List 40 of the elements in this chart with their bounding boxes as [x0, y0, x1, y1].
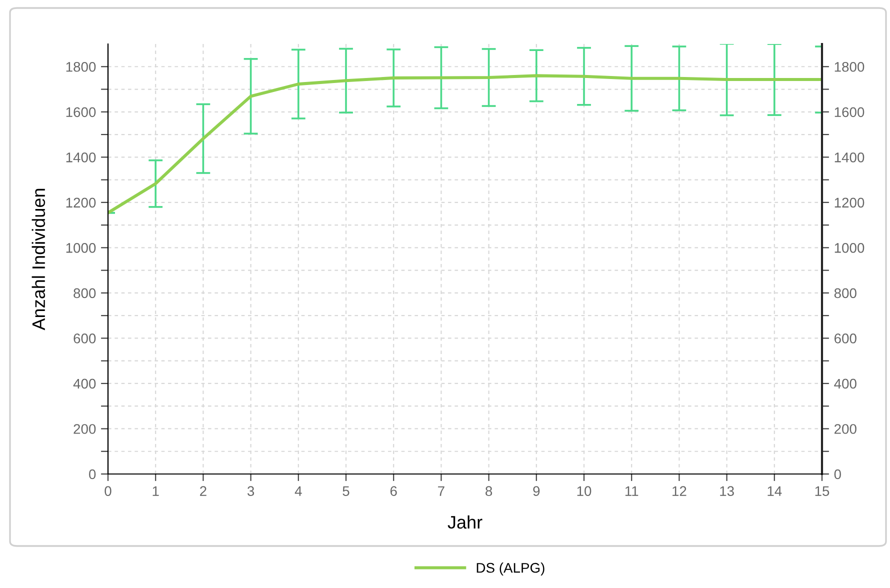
x-tick-label: 3: [247, 486, 254, 496]
y-tick-label: 1400: [66, 152, 96, 162]
y2-tick-label: 600: [834, 334, 856, 344]
y-tick-label: 0: [89, 469, 96, 480]
x-tick-label: 0: [104, 486, 112, 496]
x-tick-label: 4: [294, 486, 302, 496]
y2-tick-label: 200: [834, 424, 856, 434]
x-tick-label: 5: [342, 486, 350, 496]
x-tick-label: 15: [815, 486, 830, 496]
x-tick-label: 8: [486, 486, 492, 496]
y2-tick-label: 1800: [834, 62, 864, 72]
x-tick-label: 11: [625, 486, 638, 496]
y2-tick-label: 0: [834, 469, 841, 480]
x-tick-label: 7: [438, 486, 444, 496]
y2-tick-label: 1400: [834, 152, 864, 162]
y-tick-label: 400: [73, 378, 96, 389]
y2-tick-label: 1600: [834, 107, 864, 118]
y-tick-label: 200: [74, 424, 96, 434]
legend-label: DS (ALPG): [476, 562, 544, 576]
x-tick-label: 6: [390, 486, 397, 496]
y-tick-label: 600: [74, 334, 96, 344]
x-axis-title: Jahr: [448, 515, 482, 529]
y2-tick-label: 1200: [834, 198, 864, 208]
y2-tick-label: 400: [834, 378, 856, 389]
y2-tick-label: 800: [834, 288, 856, 298]
y-tick-label: 1600: [66, 107, 96, 118]
x-tick-label: 9: [533, 486, 540, 496]
y-tick-label: 1000: [66, 243, 96, 253]
y2-tick-label: 1000: [834, 243, 864, 253]
y-tick-label: 800: [74, 288, 96, 298]
line-series: [108, 74, 822, 214]
y-axis-title: Anzahl Individuen: [32, 188, 46, 330]
x-tick-label: 2: [200, 486, 206, 496]
y-tick-label: 1200: [66, 198, 96, 208]
x-tick-label: 12: [672, 486, 686, 496]
y-tick-label: 1800: [66, 62, 96, 72]
x-tick-label: 14: [768, 486, 782, 496]
x-tick-label: 13: [720, 486, 734, 496]
x-tick-label: 1: [152, 486, 159, 496]
x-tick-label: 10: [577, 486, 592, 496]
